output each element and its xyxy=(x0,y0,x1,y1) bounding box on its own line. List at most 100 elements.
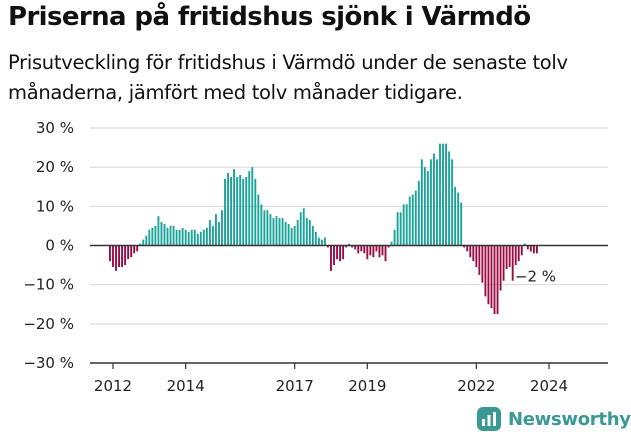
bar xyxy=(439,143,441,246)
bar xyxy=(327,245,329,248)
bar xyxy=(196,233,199,246)
bar xyxy=(369,245,372,256)
y-tick-label: 30 % xyxy=(36,119,74,137)
y-tick-label: −10 % xyxy=(23,276,74,294)
bar xyxy=(151,227,154,246)
bar xyxy=(118,245,120,268)
bar xyxy=(499,245,502,291)
bar xyxy=(251,167,254,246)
bar xyxy=(354,245,357,250)
bar xyxy=(363,245,366,254)
newsworthy-logo-icon xyxy=(477,407,501,431)
bar xyxy=(478,245,481,275)
bar xyxy=(233,169,236,246)
bar xyxy=(523,243,526,246)
bar xyxy=(142,239,145,246)
bar xyxy=(372,245,375,258)
bar xyxy=(532,245,535,254)
bar xyxy=(408,196,411,246)
bar xyxy=(357,245,360,254)
bar xyxy=(287,223,290,246)
bar xyxy=(463,245,466,248)
bar xyxy=(236,176,239,246)
bar xyxy=(429,159,432,246)
bar xyxy=(314,231,317,246)
bar xyxy=(381,245,384,256)
bar xyxy=(490,245,493,309)
bar xyxy=(396,212,399,246)
bar xyxy=(393,229,396,246)
x-tick-label: 2014 xyxy=(167,377,205,395)
bar xyxy=(211,225,214,246)
bar xyxy=(454,186,457,246)
bars xyxy=(109,143,538,315)
bar xyxy=(411,194,414,246)
bar xyxy=(417,180,420,246)
bar xyxy=(487,245,490,305)
bar xyxy=(154,225,157,246)
y-tick-label: −20 % xyxy=(23,315,74,333)
bar xyxy=(127,245,130,260)
x-tick-label: 2012 xyxy=(94,377,132,395)
x-tick-label: 2019 xyxy=(348,377,386,395)
bar xyxy=(529,245,532,252)
bar xyxy=(348,243,351,246)
bar xyxy=(145,235,148,246)
bar xyxy=(133,245,136,254)
bar xyxy=(299,212,302,246)
bar xyxy=(472,245,475,262)
bar xyxy=(436,159,438,246)
bar xyxy=(442,143,444,246)
bar xyxy=(308,220,311,246)
x-tick-label: 2022 xyxy=(457,377,495,395)
bar xyxy=(390,241,393,246)
bar xyxy=(205,227,208,246)
bar xyxy=(272,218,275,246)
bar xyxy=(130,245,133,258)
bar xyxy=(178,229,181,246)
bar xyxy=(384,245,387,262)
bar xyxy=(466,245,469,252)
bar xyxy=(339,245,342,262)
bar xyxy=(199,231,202,246)
bar xyxy=(496,245,499,315)
end-value-label: −2 % xyxy=(515,267,556,285)
bar xyxy=(526,245,529,250)
y-tick-label: 20 % xyxy=(36,158,74,176)
bar xyxy=(345,245,348,248)
bar xyxy=(227,173,229,246)
bar xyxy=(330,245,332,271)
bar xyxy=(290,227,293,246)
y-tick-label: 0 % xyxy=(45,237,74,255)
bar xyxy=(139,243,142,246)
bar xyxy=(190,229,193,246)
bar xyxy=(263,210,266,246)
bar xyxy=(336,245,338,260)
bar xyxy=(184,229,187,246)
bar xyxy=(109,245,111,262)
bar xyxy=(445,143,447,246)
bar xyxy=(163,223,166,246)
bar xyxy=(305,218,308,246)
bar xyxy=(293,225,296,246)
bar xyxy=(457,192,460,246)
brand: Newsworthy xyxy=(476,406,631,432)
bar xyxy=(520,245,523,256)
bar xyxy=(254,178,257,246)
bar xyxy=(426,171,429,246)
bar xyxy=(160,222,163,246)
y-tick-label: −30 % xyxy=(23,354,74,372)
bar xyxy=(242,178,245,246)
bar xyxy=(296,220,299,246)
bar xyxy=(284,222,287,246)
bar xyxy=(115,245,117,271)
bar xyxy=(202,229,205,246)
bar xyxy=(351,245,354,248)
bar xyxy=(423,167,426,246)
bar xyxy=(405,204,408,246)
bar xyxy=(475,245,478,268)
bar xyxy=(166,227,169,246)
bar xyxy=(302,208,305,246)
bar xyxy=(460,202,463,246)
